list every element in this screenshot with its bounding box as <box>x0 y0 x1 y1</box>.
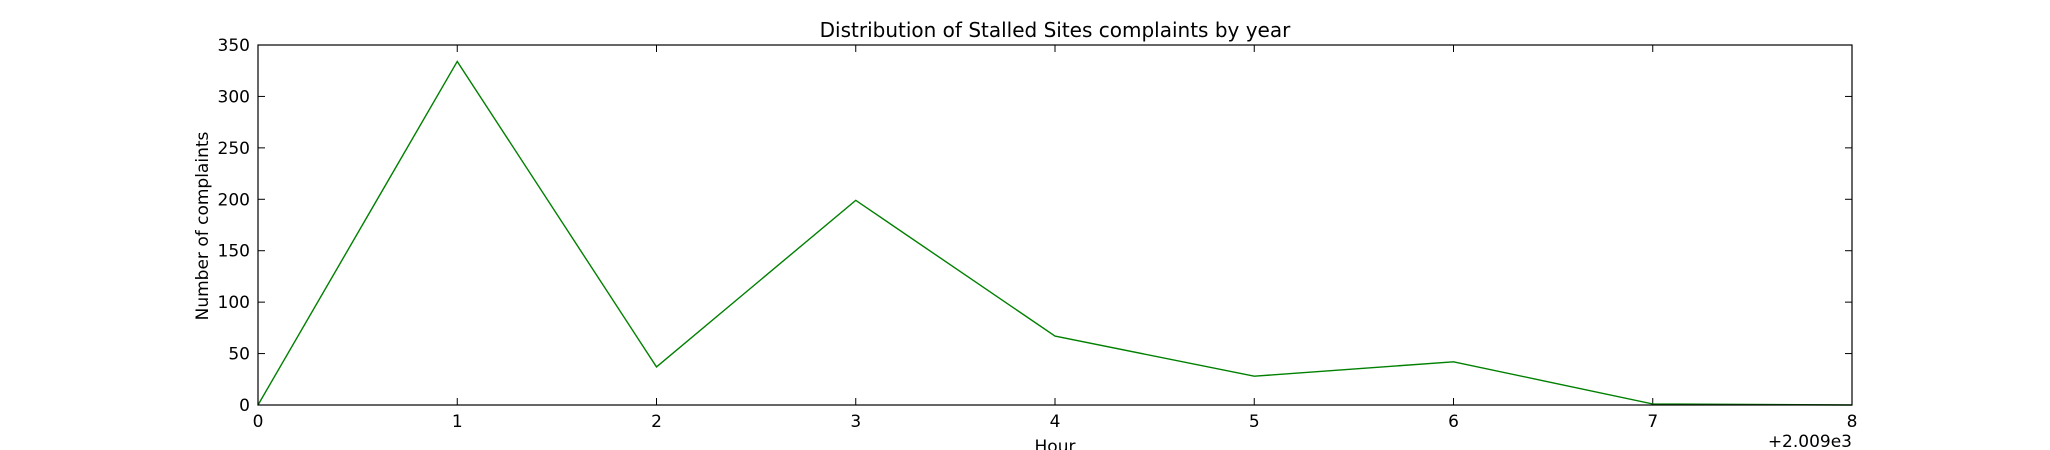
y-tick-label: 150 <box>218 242 250 262</box>
y-tick-label: 100 <box>218 293 250 313</box>
y-tick-label: 200 <box>218 190 250 210</box>
x-tick-label: 4 <box>1050 412 1061 432</box>
y-axis-ticks: 0 50 100 150 200 250 300 350 <box>218 36 1852 416</box>
y-tick-label: 50 <box>228 345 250 365</box>
x-tick-label: 1 <box>452 412 463 432</box>
y-tick-label: 250 <box>218 139 250 159</box>
x-tick-label: 2 <box>651 412 662 432</box>
x-tick-label: 5 <box>1249 412 1260 432</box>
x-tick-label: 3 <box>850 412 861 432</box>
x-axis-label: Hour <box>1035 437 1076 450</box>
series-line <box>257 60 1853 406</box>
x-axis-offset-label: +2.009e3 <box>1768 432 1852 450</box>
y-axis-label: Number of complaints <box>193 131 213 320</box>
y-tick-label: 0 <box>239 396 250 416</box>
plot-frame <box>257 44 1853 406</box>
chart-title: Distribution of Stalled Sites complaints… <box>820 18 1291 42</box>
x-tick-label: 8 <box>1847 412 1858 432</box>
x-axis-ticks: 0 1 2 3 4 5 6 7 8 <box>253 45 1858 432</box>
y-tick-label: 350 <box>218 36 250 56</box>
series-group <box>257 60 1853 406</box>
y-tick-label: 300 <box>218 87 250 107</box>
x-tick-label: 7 <box>1647 412 1658 432</box>
x-tick-label: 6 <box>1448 412 1459 432</box>
x-tick-label: 0 <box>253 412 264 432</box>
